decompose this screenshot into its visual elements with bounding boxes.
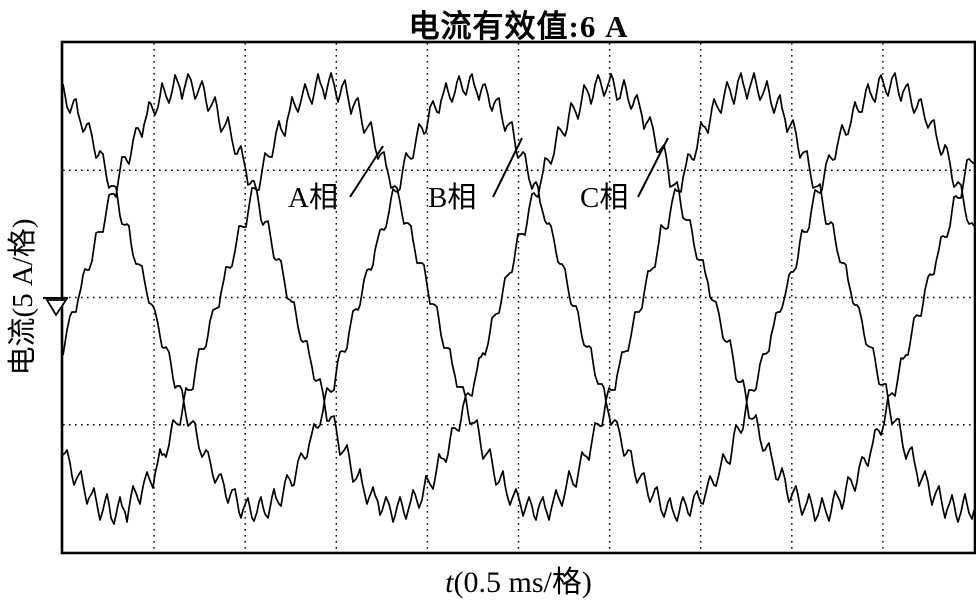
phase-leader-phase-a [349,145,384,198]
plot-group: A相 B相 C相 [43,40,976,555]
x-axis-symbol: t [445,566,454,599]
ground-marker-triangle [45,299,68,317]
x-axis-unit: (0.5 ms/格) [453,566,592,599]
chart-title: 电流有效值:6 A [408,9,629,44]
phase-label-phase-c: C相 [580,181,628,214]
phase-leader-phase-b [492,137,523,198]
grid [63,43,974,552]
x-axis-label: t(0.5 ms/格) [63,557,974,601]
waveform-phase-a [63,72,974,525]
waveform-phase-b [63,72,974,522]
phase-label-phase-a: A相 [288,181,338,214]
waveforms [63,72,974,525]
phase-label-phase-b: B相 [428,181,476,214]
phase-leader-phase-c [637,137,669,198]
waveform-phase-c [63,73,974,523]
